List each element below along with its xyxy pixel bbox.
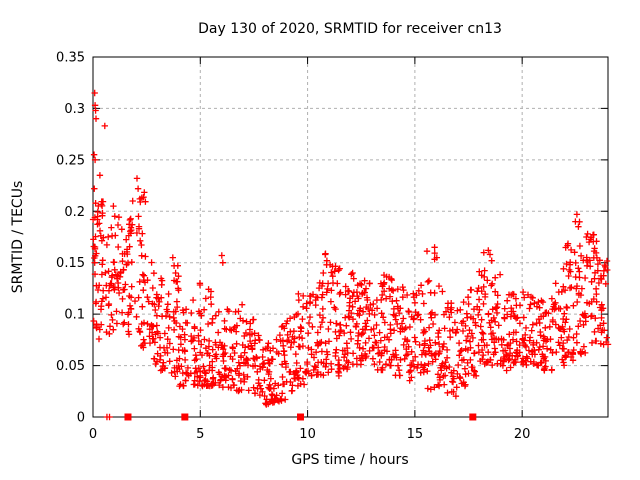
x-tick-label: 15 — [407, 427, 424, 442]
y-tick-label: 0.2 — [64, 205, 85, 220]
plot-title: Day 130 of 2020, SRMTID for receiver cn1… — [198, 21, 502, 37]
y-tick-label: 0.15 — [56, 256, 85, 271]
baseline-square-marker — [469, 413, 477, 421]
y-tick-label: 0.25 — [56, 153, 85, 168]
x-tick-label: 20 — [514, 427, 531, 442]
y-axis-label: SRMTID / TECUs — [10, 181, 26, 294]
baseline-square-marker — [181, 413, 189, 421]
y-tick-label: 0 — [77, 411, 85, 426]
y-tick-label: 0.35 — [56, 51, 85, 66]
x-tick-label: 5 — [196, 427, 204, 442]
y-tick-label: 0.1 — [64, 308, 85, 323]
scatter-points — [89, 89, 612, 408]
x-tick-label: 0 — [89, 427, 97, 442]
baseline-plus-marker — [103, 413, 113, 421]
x-tick-label: 10 — [299, 427, 316, 442]
y-tick-label: 0.05 — [56, 359, 85, 374]
x-axis-label: GPS time / hours — [291, 452, 408, 468]
baseline-square-marker — [124, 413, 132, 421]
baseline-flag-markers — [103, 413, 477, 421]
plus-markers — [89, 89, 612, 408]
baseline-square-marker — [297, 413, 305, 421]
tick-labels: 0 5 10 15 20 0 0.05 0.1 0.15 0.2 0.25 0.3 0.35 — [56, 51, 530, 443]
y-tick-label: 0.3 — [64, 102, 85, 117]
